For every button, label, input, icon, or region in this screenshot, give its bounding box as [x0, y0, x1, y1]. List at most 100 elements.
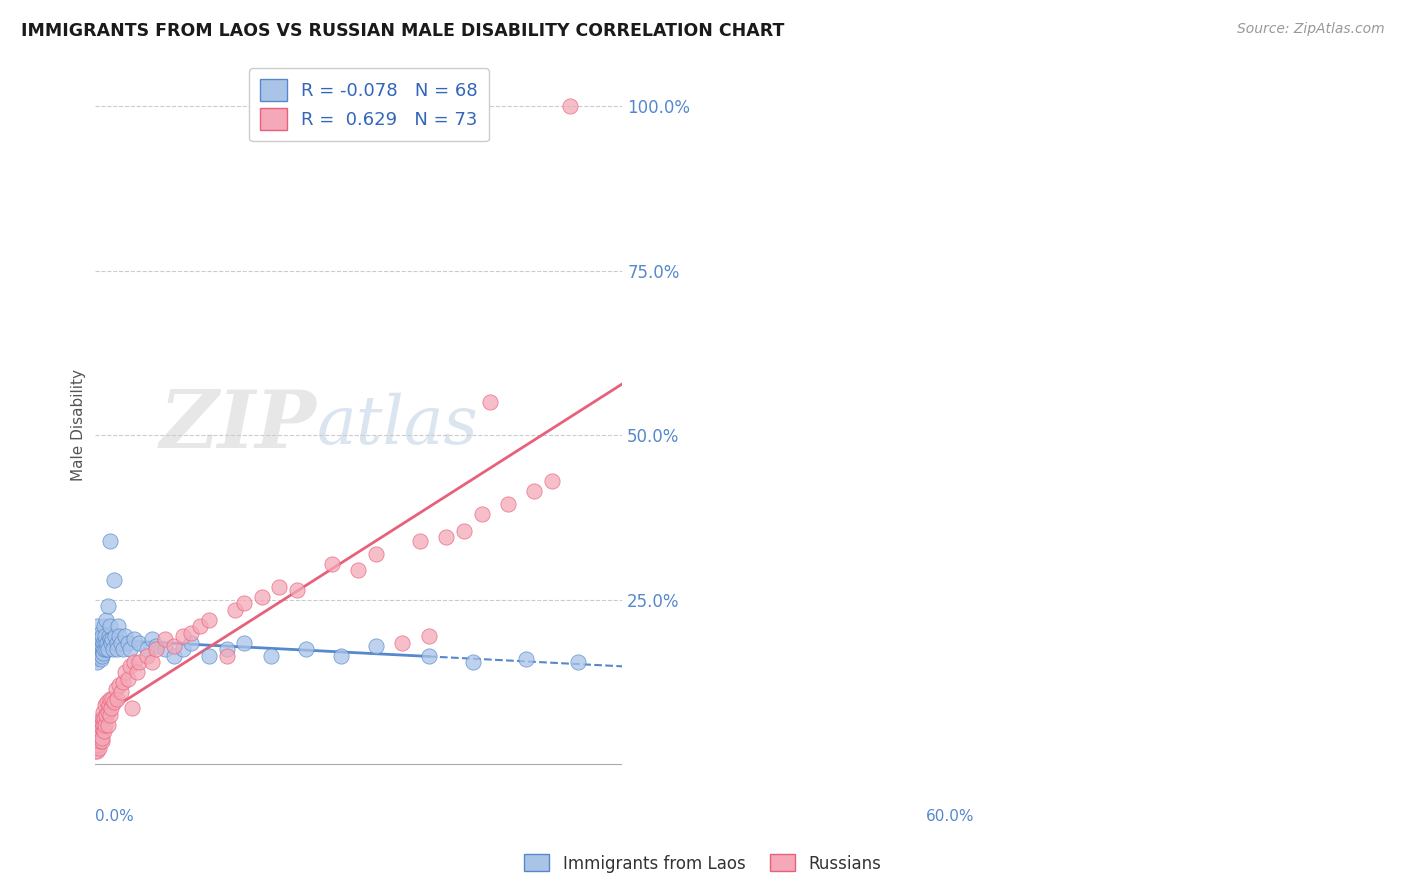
- Point: [224, 603, 246, 617]
- Point: [93, 711, 115, 725]
- Point: [117, 672, 139, 686]
- Point: [118, 658, 141, 673]
- Point: [94, 642, 117, 657]
- Point: [259, 648, 281, 663]
- Point: [523, 484, 546, 499]
- Point: [321, 557, 343, 571]
- Point: [122, 656, 145, 670]
- Point: [94, 718, 117, 732]
- Point: [285, 582, 308, 597]
- Text: 0.0%: 0.0%: [94, 809, 134, 824]
- Point: [391, 635, 413, 649]
- Point: [215, 642, 238, 657]
- Point: [100, 619, 122, 633]
- Point: [96, 695, 118, 709]
- Point: [515, 652, 537, 666]
- Point: [86, 619, 108, 633]
- Point: [294, 642, 316, 657]
- Point: [153, 632, 176, 647]
- Point: [180, 635, 202, 649]
- Point: [198, 648, 221, 663]
- Point: [418, 648, 440, 663]
- Point: [93, 646, 115, 660]
- Point: [87, 738, 110, 752]
- Point: [101, 691, 124, 706]
- Point: [153, 642, 176, 657]
- Point: [86, 724, 108, 739]
- Point: [105, 635, 128, 649]
- Legend: R = -0.078   N = 68, R =  0.629   N = 73: R = -0.078 N = 68, R = 0.629 N = 73: [249, 68, 489, 141]
- Point: [172, 642, 194, 657]
- Point: [250, 590, 273, 604]
- Point: [215, 648, 238, 663]
- Point: [97, 629, 120, 643]
- Point: [567, 656, 589, 670]
- Point: [86, 738, 108, 752]
- Point: [93, 705, 115, 719]
- Point: [87, 639, 110, 653]
- Point: [103, 573, 125, 587]
- Point: [91, 731, 114, 745]
- Point: [100, 635, 122, 649]
- Point: [347, 563, 370, 577]
- Point: [84, 639, 107, 653]
- Point: [87, 731, 110, 745]
- Point: [90, 718, 112, 732]
- Point: [93, 619, 115, 633]
- Point: [94, 629, 117, 643]
- Point: [110, 685, 132, 699]
- Point: [87, 741, 110, 756]
- Point: [409, 533, 432, 548]
- Point: [98, 533, 121, 548]
- Point: [541, 475, 564, 489]
- Point: [141, 656, 163, 670]
- Point: [108, 678, 131, 692]
- Point: [84, 652, 107, 666]
- Point: [89, 642, 111, 657]
- Point: [329, 648, 352, 663]
- Point: [436, 530, 458, 544]
- Point: [90, 642, 112, 657]
- Point: [145, 642, 167, 657]
- Point: [86, 632, 108, 647]
- Point: [136, 642, 159, 657]
- Point: [97, 599, 120, 614]
- Point: [97, 698, 120, 713]
- Point: [125, 665, 148, 680]
- Point: [86, 744, 108, 758]
- Point: [453, 524, 475, 538]
- Point: [136, 648, 159, 663]
- Point: [108, 629, 131, 643]
- Point: [145, 639, 167, 653]
- Point: [97, 642, 120, 657]
- Point: [97, 718, 120, 732]
- Point: [107, 691, 129, 706]
- Point: [84, 744, 107, 758]
- Point: [87, 635, 110, 649]
- Point: [89, 724, 111, 739]
- Point: [87, 718, 110, 732]
- Text: 60.0%: 60.0%: [925, 809, 974, 824]
- Point: [128, 656, 150, 670]
- Text: ZIP: ZIP: [159, 386, 316, 464]
- Point: [471, 508, 494, 522]
- Point: [90, 734, 112, 748]
- Point: [94, 613, 117, 627]
- Point: [104, 681, 127, 696]
- Point: [114, 665, 136, 680]
- Point: [86, 646, 108, 660]
- Point: [461, 656, 484, 670]
- Point: [96, 635, 118, 649]
- Point: [364, 639, 387, 653]
- Point: [188, 619, 211, 633]
- Text: atlas: atlas: [316, 392, 478, 458]
- Point: [233, 635, 256, 649]
- Point: [117, 635, 139, 649]
- Point: [122, 632, 145, 647]
- Point: [86, 656, 108, 670]
- Point: [93, 642, 115, 657]
- Point: [107, 619, 129, 633]
- Point: [141, 632, 163, 647]
- Point: [114, 629, 136, 643]
- Point: [90, 728, 112, 742]
